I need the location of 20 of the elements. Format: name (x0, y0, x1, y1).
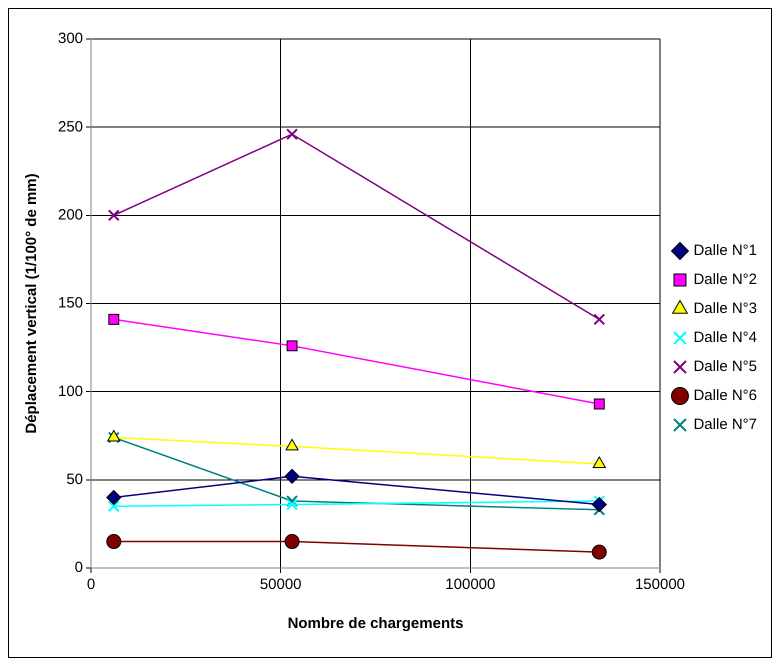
x-tick-label: 50000 (260, 576, 302, 594)
x-tick-label: 0 (86, 576, 96, 594)
y-tick-label: 250 (58, 118, 84, 136)
legend-label: Dalle N°2 (693, 271, 758, 288)
y-tick-label: 150 (58, 294, 84, 312)
x-tick-label: 150000 (634, 576, 686, 594)
y-tick-label: 200 (58, 206, 84, 224)
y-tick-label: 0 (74, 559, 84, 576)
legend-label: Dalle N°7 (693, 416, 758, 434)
y-tick-label: 300 (58, 30, 84, 48)
y-axis-title: Déplacement vertical (1/100° de mm) (23, 173, 40, 434)
legend-label: Dalle N°4 (693, 329, 758, 346)
y-tick-label: 100 (58, 382, 84, 400)
legend-label: Dalle N°1 (693, 242, 758, 260)
x-tick-label: 100000 (445, 576, 496, 594)
legend-label: Dalle N°3 (693, 300, 758, 318)
legend-label: Dalle N°5 (693, 358, 758, 376)
legend-label: Dalle N°6 (693, 387, 758, 404)
x-axis-title: Nombre de chargements (288, 615, 464, 632)
y-tick-label: 50 (66, 470, 84, 488)
